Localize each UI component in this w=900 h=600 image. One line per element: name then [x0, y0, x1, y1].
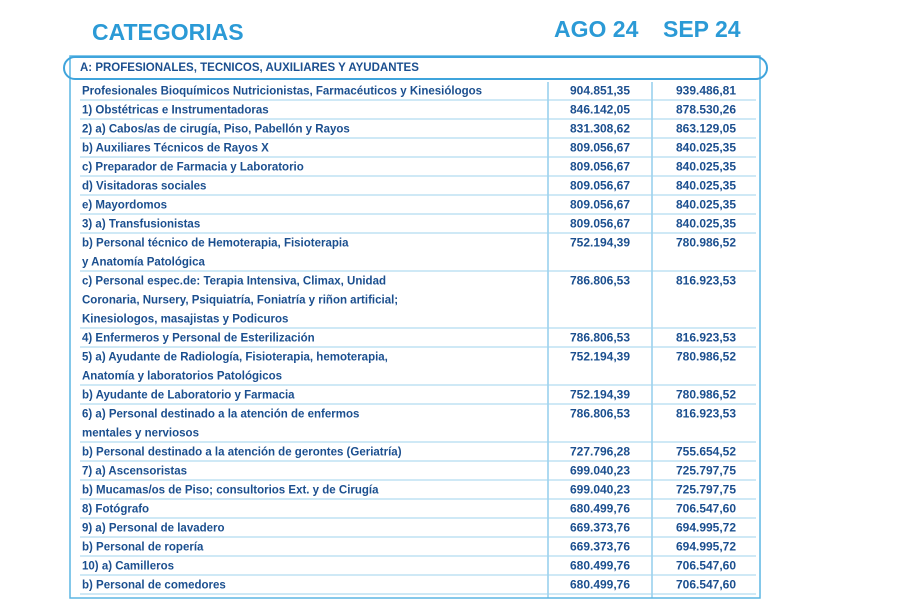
row-label: 3) a) Transfusionistas: [82, 219, 200, 231]
value-sep: 840.025,35: [676, 179, 736, 193]
value-ago: 831.308,62: [570, 122, 630, 136]
value-ago: 669.373,76: [570, 540, 630, 554]
value-sep: 816.923,53: [676, 407, 736, 421]
row-label: 6) a) Personal destinado a la atención d…: [82, 409, 359, 421]
value-ago: 809.056,67: [570, 217, 630, 231]
value-ago: 752.194,39: [570, 388, 630, 402]
title: CATEGORIAS: [92, 19, 244, 45]
value-ago: 752.194,39: [570, 350, 630, 364]
value-ago: 680.499,76: [570, 502, 630, 516]
value-ago: 786.806,53: [570, 407, 630, 421]
row-label: 5) a) Ayudante de Radiología, Fisioterap…: [82, 352, 388, 364]
value-sep: 706.547,60: [676, 578, 736, 592]
row-label: 7) a) Ascensoristas: [82, 466, 187, 478]
row-label: Anatomía y laboratorios Patológicos: [82, 371, 282, 383]
value-ago: 786.806,53: [570, 274, 630, 288]
row-label: 8) Fotógrafo: [82, 504, 149, 516]
value-sep: 694.995,72: [676, 521, 736, 535]
value-sep: 840.025,35: [676, 160, 736, 174]
value-ago: 680.499,76: [570, 578, 630, 592]
value-sep: 816.923,53: [676, 331, 736, 345]
row-label: 1) Obstétricas e Instrumentadoras: [82, 105, 269, 117]
section-outline: [63, 56, 768, 80]
row-label: Coronaria, Nursery, Psiquiatría, Foniatr…: [82, 295, 398, 307]
column-header: AGO 24: [554, 16, 639, 42]
row-label: Kinesiologos, masajistas y Podicuros: [82, 314, 288, 326]
value-ago: 846.142,05: [570, 103, 630, 117]
value-ago: 809.056,67: [570, 198, 630, 212]
value-sep: 816.923,53: [676, 274, 736, 288]
value-sep: 780.986,52: [676, 388, 736, 402]
value-sep: 840.025,35: [676, 217, 736, 231]
value-sep: 780.986,52: [676, 350, 736, 364]
value-ago: 752.194,39: [570, 236, 630, 250]
row-label: 9) a) Personal de lavadero: [82, 523, 225, 535]
row-label: e) Mayordomos: [82, 200, 167, 212]
row-label: b) Personal de comedores: [82, 580, 226, 592]
value-ago: 809.056,67: [570, 160, 630, 174]
value-ago: 680.499,76: [570, 559, 630, 573]
row-label: c) Personal espec.de: Terapia Intensiva,…: [82, 276, 386, 288]
value-sep: 863.129,05: [676, 122, 736, 136]
value-ago: 809.056,67: [570, 141, 630, 155]
value-ago: 786.806,53: [570, 331, 630, 345]
value-sep: 725.797,75: [676, 483, 736, 497]
row-label: d) Visitadoras sociales: [82, 181, 206, 193]
row-label: y Anatomía Patológica: [82, 257, 206, 269]
value-ago: 669.373,76: [570, 521, 630, 535]
row-label: Profesionales Bioquímicos Nutricionistas…: [82, 86, 482, 98]
row-label: b) Ayudante de Laboratorio y Farmacia: [82, 390, 295, 402]
value-sep: 780.986,52: [676, 236, 736, 250]
value-ago: 904.851,35: [570, 84, 630, 98]
section-title: A: PROFESIONALES, TECNICOS, AUXILIARES Y…: [80, 62, 419, 74]
column-header: SEP 24: [663, 16, 741, 42]
value-sep: 840.025,35: [676, 198, 736, 212]
value-sep: 755.654,52: [676, 445, 736, 459]
value-sep: 725.797,75: [676, 464, 736, 478]
row-label: mentales y nerviosos: [82, 428, 199, 440]
value-sep: 694.995,72: [676, 540, 736, 554]
row-label: 10) a) Camilleros: [82, 561, 174, 573]
value-ago: 699.040,23: [570, 464, 630, 478]
row-label: 4) Enfermeros y Personal de Esterilizaci…: [82, 333, 315, 345]
value-ago: 699.040,23: [570, 483, 630, 497]
value-sep: 878.530,26: [676, 103, 736, 117]
row-label: b) Personal de ropería: [82, 542, 204, 554]
value-sep: 840.025,35: [676, 141, 736, 155]
row-label: c) Preparador de Farmacia y Laboratorio: [82, 162, 304, 174]
table-border: [69, 55, 761, 599]
row-label: b) Auxiliares Técnicos de Rayos X: [82, 143, 269, 155]
row-label: 2) a) Cabos/as de cirugía, Piso, Pabelló…: [82, 124, 350, 136]
row-label: b) Personal técnico de Hemoterapia, Fisi…: [82, 238, 349, 250]
value-sep: 706.547,60: [676, 502, 736, 516]
value-sep: 939.486,81: [676, 84, 736, 98]
value-sep: 706.547,60: [676, 559, 736, 573]
row-label: b) Mucamas/os de Piso; consultorios Ext.…: [82, 485, 379, 497]
value-ago: 727.796,28: [570, 445, 630, 459]
value-ago: 809.056,67: [570, 179, 630, 193]
row-label: b) Personal destinado a la atención de g…: [82, 447, 402, 459]
